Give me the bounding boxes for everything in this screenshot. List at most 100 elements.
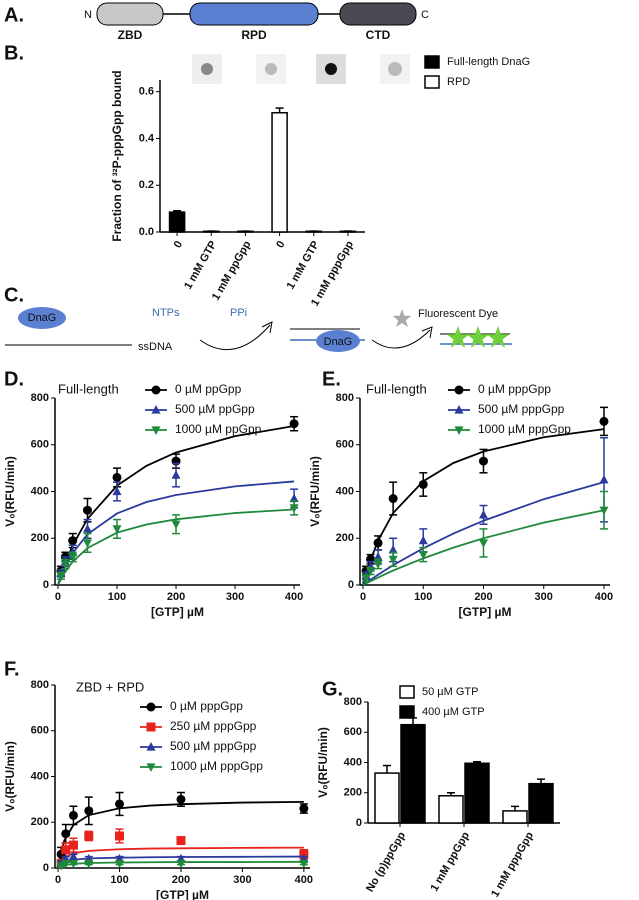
x-tick-label: 300 bbox=[233, 874, 251, 886]
y-tick-label: 800 bbox=[31, 679, 49, 691]
c-terminus: C bbox=[421, 9, 429, 21]
marker bbox=[599, 416, 609, 426]
x-tick-label: 200 bbox=[474, 591, 492, 603]
y-tick-label: 200 bbox=[31, 816, 49, 828]
domain-diagram: N C ZBD RPD CTD bbox=[84, 2, 429, 42]
y-tick-label: 200 bbox=[336, 532, 354, 544]
marker bbox=[68, 840, 78, 850]
marker bbox=[478, 539, 488, 548]
x-tick-label: 100 bbox=[108, 591, 126, 603]
marker bbox=[68, 859, 78, 869]
y-axis-title: Fraction of ³²P-pppGpp bound bbox=[110, 70, 124, 241]
marker bbox=[388, 544, 398, 554]
y-axis-title: V₀(RFU/min) bbox=[316, 727, 330, 798]
ctd-domain bbox=[339, 2, 417, 26]
marker bbox=[68, 810, 78, 820]
marker bbox=[84, 831, 94, 841]
marker bbox=[82, 505, 92, 515]
y-tick-label: 400 bbox=[344, 756, 362, 768]
green-star bbox=[486, 326, 510, 348]
n-terminus: N bbox=[84, 9, 92, 21]
marker bbox=[418, 479, 428, 489]
protein-label: DnaG bbox=[28, 312, 57, 324]
marker bbox=[112, 486, 122, 496]
x-tick-label: 1 mM GTP bbox=[285, 239, 322, 292]
dnag-protein bbox=[18, 307, 66, 329]
marker bbox=[373, 552, 383, 561]
legend-swatch bbox=[399, 685, 415, 699]
y-tick-label: 400 bbox=[336, 485, 354, 497]
y-tick-label: 800 bbox=[31, 392, 49, 404]
marker bbox=[112, 472, 122, 482]
x-tick-label: No (p)ppGpp bbox=[364, 830, 408, 894]
arrow-head bbox=[421, 326, 433, 339]
legend-label: 400 µM GTP bbox=[422, 706, 485, 718]
x-tick-label: 400 bbox=[295, 874, 313, 886]
marker bbox=[171, 520, 181, 530]
y-tick-label: 200 bbox=[31, 532, 49, 544]
marker bbox=[84, 806, 94, 816]
y-tick-label: 800 bbox=[344, 696, 362, 708]
legend-label: 1000 µM pppGpp bbox=[478, 422, 571, 436]
y-tick-label: 0.6 bbox=[139, 86, 154, 98]
marker bbox=[68, 553, 78, 562]
marker bbox=[151, 426, 161, 435]
marker bbox=[82, 523, 92, 533]
complex-label: DnaG bbox=[324, 336, 353, 348]
x-axis-title: [GTP] µM bbox=[156, 888, 209, 900]
panel-label: B. bbox=[4, 42, 24, 64]
x-tick-label: 200 bbox=[172, 874, 190, 886]
y-tick-label: 0 bbox=[43, 579, 49, 591]
panel-label: C. bbox=[4, 284, 24, 306]
marker bbox=[388, 555, 398, 565]
x-tick-label: 100 bbox=[110, 874, 128, 886]
x-tick-label: 1 mM GTP bbox=[182, 239, 219, 292]
product-label: PPi bbox=[230, 307, 247, 319]
marker bbox=[299, 804, 309, 814]
legend-label: 50 µM GTP bbox=[422, 686, 478, 698]
marker bbox=[454, 385, 464, 395]
x-tick-label: 0 bbox=[360, 591, 366, 603]
marker bbox=[299, 859, 309, 869]
legend-label: 0 µM ppGpp bbox=[175, 382, 242, 396]
y-tick-label: 0 bbox=[43, 862, 49, 874]
blot-dot bbox=[388, 62, 402, 76]
bar bbox=[400, 723, 426, 824]
dye-star bbox=[392, 309, 412, 328]
x-axis-title: [GTP] µM bbox=[151, 605, 204, 619]
annotation: ZBD + RPD bbox=[76, 679, 144, 694]
marker bbox=[68, 536, 78, 546]
y-axis-title: V₀(RFU/min) bbox=[3, 741, 17, 812]
marker bbox=[61, 845, 71, 855]
reaction-arrow bbox=[371, 329, 431, 349]
blot-dot bbox=[201, 63, 213, 75]
x-axis-title: [GTP] µM bbox=[459, 605, 512, 619]
marker bbox=[112, 525, 122, 534]
panel-label: F. bbox=[4, 658, 20, 680]
marker bbox=[373, 560, 383, 569]
marker bbox=[68, 851, 78, 861]
marker bbox=[151, 385, 161, 395]
marker bbox=[361, 574, 371, 583]
panel-label: D. bbox=[4, 368, 24, 390]
annotation: Full-length bbox=[58, 381, 119, 396]
y-tick-label: 200 bbox=[344, 787, 362, 799]
panel-label: E. bbox=[322, 368, 341, 390]
substrate-label: NTPs bbox=[152, 307, 180, 319]
bar bbox=[438, 795, 464, 824]
x-tick-label: 200 bbox=[167, 591, 185, 603]
marker bbox=[289, 504, 299, 513]
x-tick-label: 400 bbox=[285, 591, 303, 603]
x-tick-label: 0 bbox=[55, 874, 61, 886]
bar bbox=[168, 211, 186, 233]
y-axis-title: V₀(RFU/min) bbox=[308, 456, 322, 527]
y-tick-label: 600 bbox=[31, 439, 49, 451]
legend-label: RPD bbox=[447, 76, 470, 88]
y-tick-label: 600 bbox=[344, 726, 362, 738]
x-tick-label: 300 bbox=[535, 591, 553, 603]
y-tick-label: 600 bbox=[31, 725, 49, 737]
x-tick-label: 1 mM ppGpp bbox=[428, 830, 472, 894]
dnag-complex bbox=[316, 330, 360, 352]
marker bbox=[366, 567, 376, 576]
